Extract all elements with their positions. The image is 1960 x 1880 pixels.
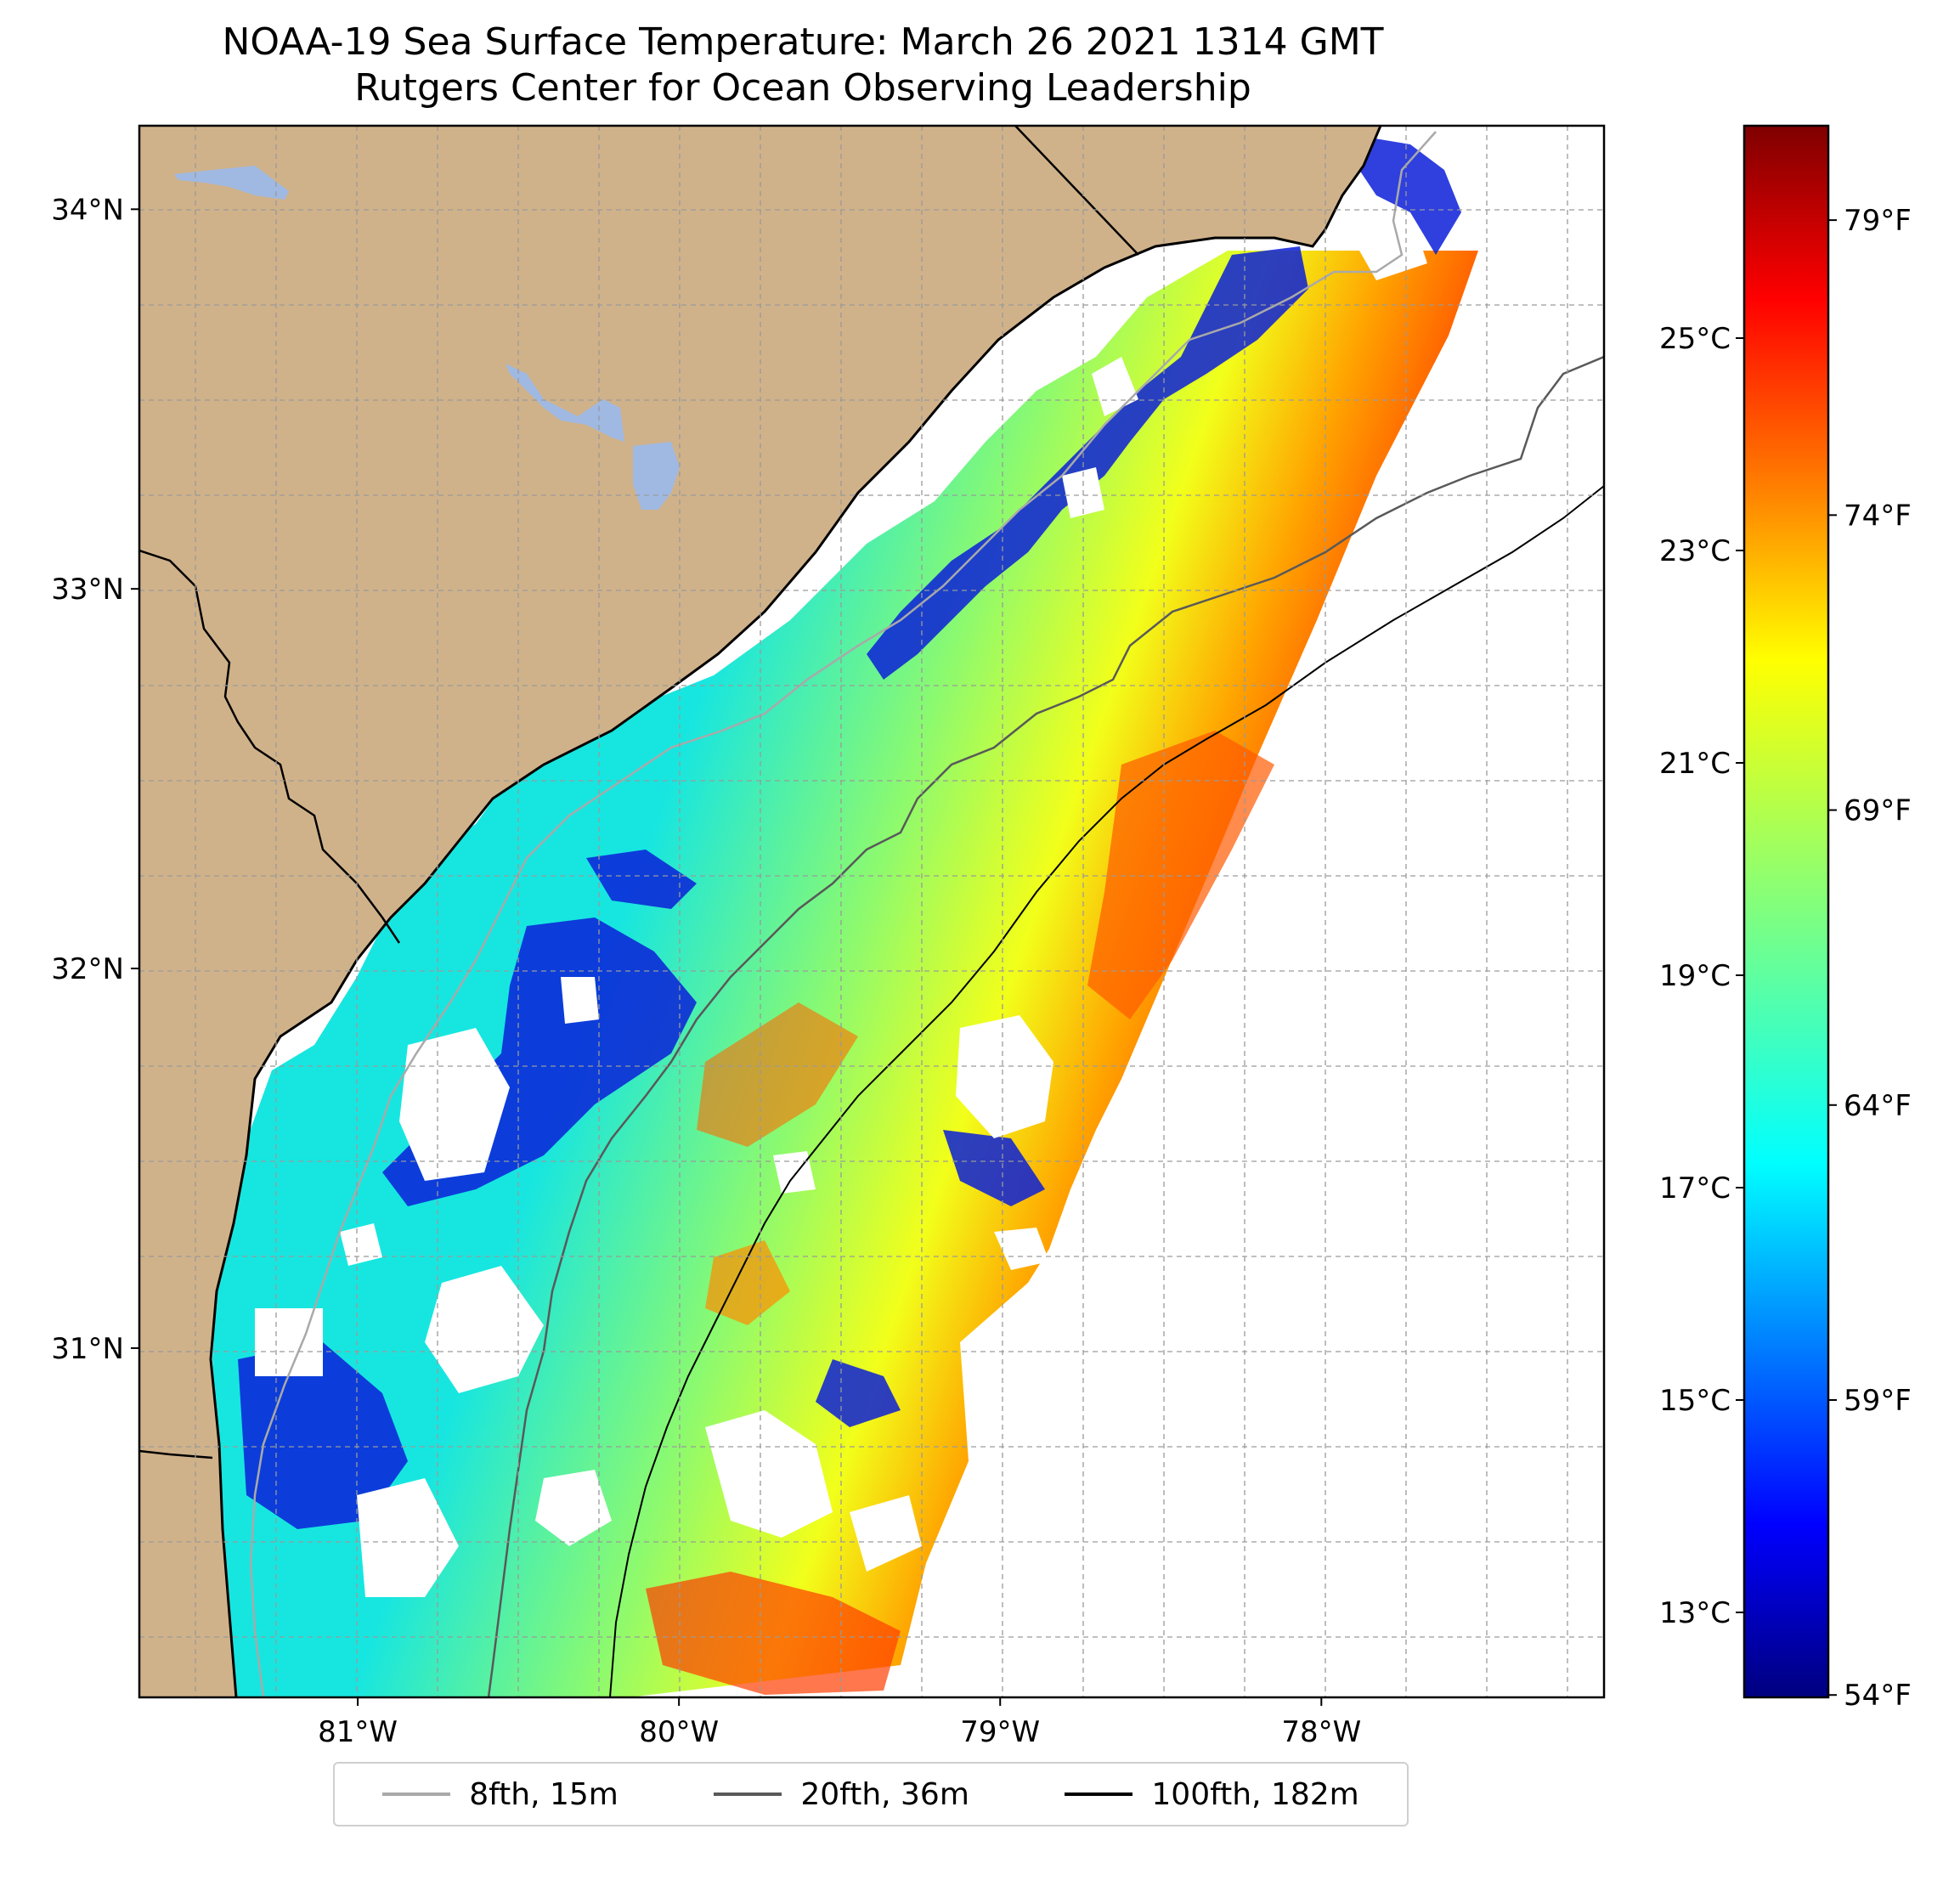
fahrenheit-tick-label: 64°F bbox=[1844, 1089, 1912, 1123]
fahrenheit-tick-label: 69°F bbox=[1844, 794, 1912, 828]
legend-label-20fth: 20fth, 36m bbox=[800, 1776, 969, 1812]
isobath-20fth bbox=[487, 355, 1604, 1697]
isobath-8fth bbox=[249, 131, 1437, 1697]
state-border-sc-ga bbox=[139, 549, 401, 944]
lat-tick-label: 34°N bbox=[51, 193, 124, 227]
isobath-100fth bbox=[609, 485, 1604, 1697]
latitude-axis: 34°N 33°N 32°N 31°N bbox=[51, 193, 139, 1366]
cloud-gaps bbox=[255, 212, 1427, 1597]
state-border-nc-sc bbox=[1014, 126, 1139, 256]
celsius-tick-label: 23°C bbox=[1659, 534, 1731, 568]
map-frame bbox=[138, 124, 1606, 1699]
celsius-tick-label: 25°C bbox=[1659, 322, 1731, 356]
fahrenheit-tick-label: 79°F bbox=[1844, 204, 1912, 238]
coastline bbox=[209, 126, 1382, 1697]
lon-tick-label: 81°W bbox=[318, 1715, 398, 1749]
fahrenheit-tick-label: 74°F bbox=[1844, 499, 1912, 533]
warm-water-patches bbox=[646, 731, 1274, 1695]
colorbar-fahrenheit-axis: 79°F 74°F 69°F 64°F 59°F 54°F bbox=[1828, 204, 1912, 1713]
map-title: NOAA-19 Sea Surface Temperature: March 2… bbox=[222, 20, 1384, 64]
lon-tick-label: 79°W bbox=[960, 1715, 1040, 1749]
land-mass bbox=[139, 126, 1381, 1697]
map-subtitle: Rutgers Center for Ocean Observing Leade… bbox=[354, 66, 1251, 110]
legend-swatch-20fth bbox=[714, 1792, 782, 1796]
lat-tick-label: 32°N bbox=[51, 952, 124, 986]
legend-swatch-100fth bbox=[1065, 1792, 1133, 1796]
fahrenheit-tick-label: 59°F bbox=[1844, 1384, 1912, 1418]
legend-item-100fth: 100fth, 182m bbox=[1065, 1776, 1359, 1812]
isobath-legend: 8fth, 15m 20fth, 36m 100fth, 182m bbox=[333, 1762, 1409, 1826]
colorbar-celsius-axis: 25°C 23°C 21°C 19°C 17°C 15°C 13°C bbox=[1659, 322, 1744, 1630]
longitude-axis: 81°W 80°W 79°W 78°W bbox=[318, 1697, 1361, 1749]
celsius-tick-label: 21°C bbox=[1659, 747, 1731, 781]
state-border-ga-fl bbox=[139, 1449, 213, 1459]
celsius-tick-label: 13°C bbox=[1659, 1596, 1731, 1630]
celsius-tick-label: 17°C bbox=[1659, 1171, 1731, 1205]
lat-tick-label: 33°N bbox=[51, 573, 124, 607]
legend-label-8fth: 8fth, 15m bbox=[469, 1776, 619, 1812]
lat-tick-label: 31°N bbox=[51, 1332, 124, 1366]
lon-tick-label: 78°W bbox=[1281, 1715, 1361, 1749]
legend-swatch-8fth bbox=[382, 1792, 451, 1796]
celsius-tick-label: 15°C bbox=[1659, 1384, 1731, 1418]
gridlines bbox=[139, 126, 1604, 1697]
celsius-tick-label: 19°C bbox=[1659, 959, 1731, 993]
legend-label-100fth: 100fth, 182m bbox=[1151, 1776, 1359, 1812]
legend-item-20fth: 20fth, 36m bbox=[714, 1777, 969, 1812]
colorbar bbox=[1743, 124, 1830, 1699]
legend-item-8fth: 8fth, 15m bbox=[382, 1777, 619, 1812]
map-panel bbox=[139, 126, 1604, 1697]
lon-tick-label: 80°W bbox=[639, 1715, 719, 1749]
inland-lakes bbox=[174, 166, 680, 510]
fahrenheit-tick-label: 54°F bbox=[1844, 1679, 1912, 1713]
